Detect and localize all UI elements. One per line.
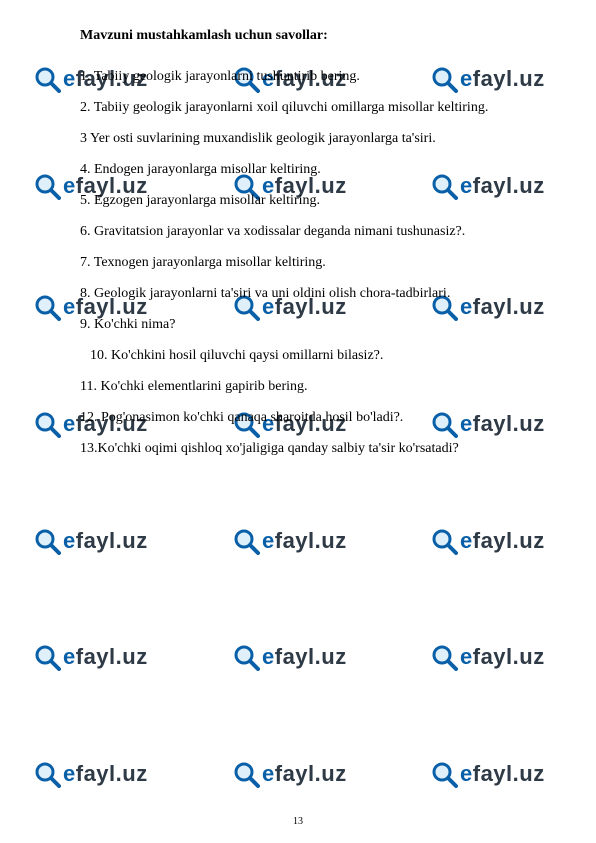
question-item: 13.Ko'chki oqimi qishloq xo'jaligiga qan… [80, 438, 556, 459]
question-item: 10. Ko'chkini hosil qiluvchi qaysi omill… [90, 345, 556, 366]
page-number: 13 [0, 816, 596, 827]
watermark-text-rest: fayl.uz [76, 761, 148, 787]
magnifier-icon [33, 527, 61, 555]
magnifier-icon [232, 760, 260, 788]
question-item: 2. Tabiiy geologik jarayonlarni xoil qil… [80, 97, 556, 118]
magnifier-icon [33, 760, 61, 788]
watermark-text-rest: fayl.uz [76, 528, 148, 554]
watermark: efayl.uz [33, 760, 148, 788]
page: efayl.uzefayl.uzefayl.uzefayl.uzefayl.uz… [0, 0, 596, 843]
watermark-text-e: e [262, 528, 275, 554]
magnifier-icon [430, 527, 458, 555]
document-content: Mavzuni mustahkamlash uchun savollar: 1.… [0, 0, 596, 459]
watermark-text-e: e [460, 644, 473, 670]
question-item: 7. Texnogen jarayonlarga misollar keltir… [80, 252, 556, 273]
question-item: 6. Gravitatsion jarayonlar va xodissalar… [80, 221, 556, 242]
magnifier-icon [232, 643, 260, 671]
watermark-text-rest: fayl.uz [473, 644, 545, 670]
watermark: efayl.uz [232, 760, 347, 788]
watermark: efayl.uz [430, 527, 545, 555]
watermark-text-e: e [262, 644, 275, 670]
question-item: 9. Ko'chki nima? [80, 314, 556, 335]
watermark-text-e: e [63, 761, 76, 787]
watermark-text-e: e [63, 528, 76, 554]
watermark-text-rest: fayl.uz [76, 644, 148, 670]
watermark-text-e: e [63, 644, 76, 670]
magnifier-icon [232, 527, 260, 555]
watermark: efayl.uz [232, 643, 347, 671]
question-list: 1. Tabiiy geologik jarayonlarni tushunti… [80, 66, 556, 459]
watermark: efayl.uz [232, 527, 347, 555]
watermark: efayl.uz [430, 760, 545, 788]
question-item: 11. Ko'chki elementlarini gapirib bering… [80, 376, 556, 397]
question-item: 4. Endogen jarayonlarga misollar keltiri… [80, 159, 556, 180]
section-heading: Mavzuni mustahkamlash uchun savollar: [80, 28, 556, 44]
watermark-text-rest: fayl.uz [473, 761, 545, 787]
watermark-text-rest: fayl.uz [473, 528, 545, 554]
magnifier-icon [430, 643, 458, 671]
magnifier-icon [430, 760, 458, 788]
question-item: 5. Egzogen jarayonlarga misollar keltiri… [80, 190, 556, 211]
watermark: efayl.uz [33, 527, 148, 555]
watermark-text-e: e [262, 761, 275, 787]
question-item: 3 Yer osti suvlarining muxandislik geolo… [80, 128, 556, 149]
watermark-text-e: e [460, 528, 473, 554]
question-item: 1. Tabiiy geologik jarayonlarni tushunti… [80, 66, 556, 87]
magnifier-icon [33, 643, 61, 671]
watermark-text-rest: fayl.uz [275, 644, 347, 670]
watermark: efayl.uz [430, 643, 545, 671]
question-item: 12. Pog'onasimon ko'chki qanaqa sharoitd… [80, 407, 556, 428]
question-item: 8. Geologik jarayonlarni ta'siri va uni … [80, 283, 556, 304]
watermark-text-rest: fayl.uz [275, 528, 347, 554]
watermark: efayl.uz [33, 643, 148, 671]
watermark-text-e: e [460, 761, 473, 787]
watermark-text-rest: fayl.uz [275, 761, 347, 787]
